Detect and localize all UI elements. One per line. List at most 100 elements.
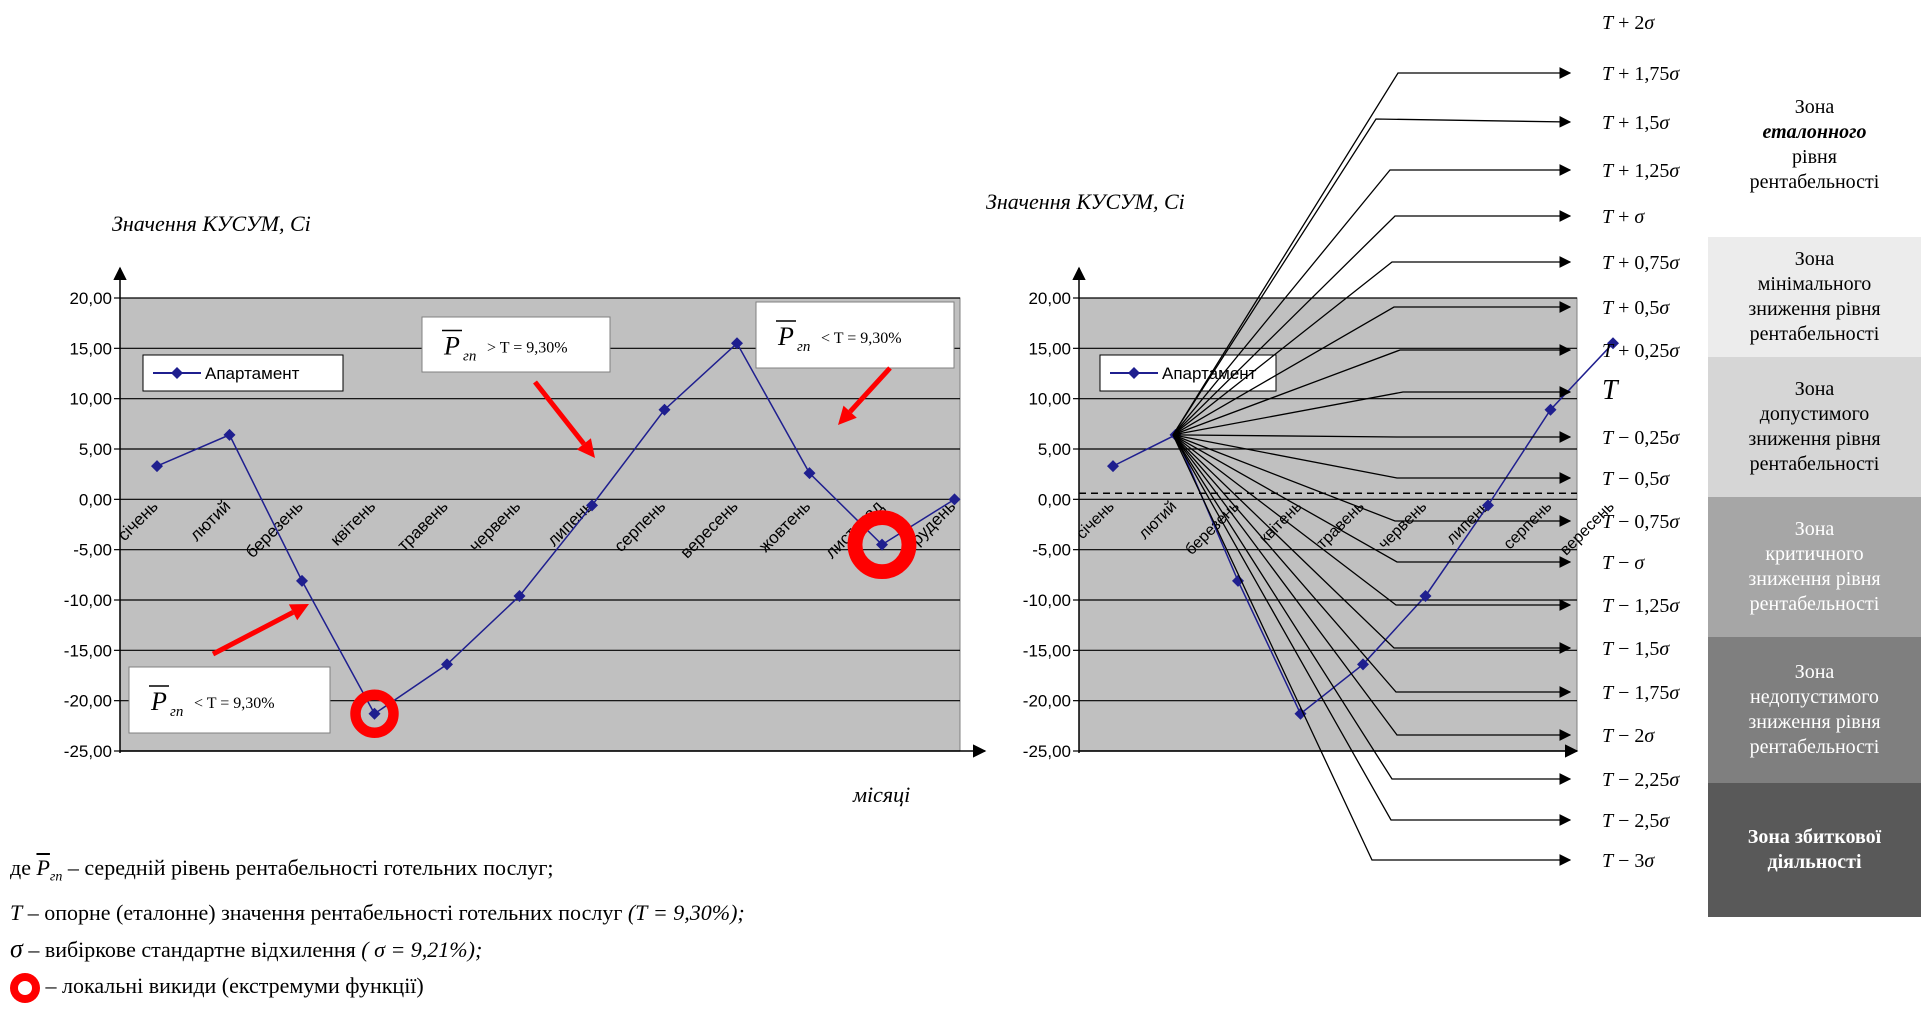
annotation-box [755,301,955,369]
data-point [1544,403,1557,416]
zone-text-line: рентабельності [1749,593,1880,615]
y-tick-label: 20,00 [1028,289,1071,308]
annotation-arrowhead [576,438,595,458]
chart-legend: Апартамент [142,354,344,392]
threshold-level: T − 0,75σ [1172,434,1680,533]
legend-swatch-marker [171,367,183,379]
threshold-arrow [1172,301,1572,436]
legend-mean-text: – середній рівень рентабельності готельн… [67,855,554,880]
annotation-box [128,666,331,734]
zone-text-line: зниження рівня [1748,711,1881,733]
y-tick-label: -25,00 [64,742,112,761]
data-point [876,538,888,551]
threshold-arrow [1172,431,1572,443]
zone-text-line: недопустимого [1750,686,1879,708]
y-axis-label: Значення КУСУМ, Сі [986,189,1185,214]
annotation-text: < T = 9,30% [194,695,275,712]
threshold-level: T + 1,25σ [1172,160,1680,436]
y-tick-label: 15,00 [1028,339,1071,358]
legend-line-target: T – опорне (еталонне) значення рентабель… [10,895,745,931]
threshold-arrow [1172,256,1572,436]
annotation-arrowhead [288,604,309,621]
threshold-arrow [1172,210,1572,436]
y-tick-label: 5,00 [1038,440,1071,459]
legend-symbol-t: T [10,900,23,926]
y-tick-label: -20,00 [64,692,112,711]
threshold-arrow [1172,434,1572,527]
threshold-arrow [1172,344,1572,436]
annotation-symbol: P [443,332,460,361]
chart-left: 20,00 15,00 10,00 5,00 0,00 -5,00 -10,00 -15,00… [64,211,987,807]
threshold-arrow [1172,434,1572,698]
zone-text-line: Зона збиткової [1747,826,1882,848]
threshold-arrow [1172,434,1572,785]
zone-text-line: Зона [1794,95,1835,118]
threshold-arrow [1172,115,1572,436]
annotation-arrow [533,380,586,446]
threshold-arrow [1172,434,1572,654]
threshold-label: T − 1,75σ [1602,682,1680,704]
threshold-label: T − 0,25σ [1602,427,1680,449]
zone-text-line: рівня [1792,145,1837,168]
threshold-level: T − σ [1172,434,1645,574]
data-point [151,460,163,473]
threshold-label: T + 1,75σ [1602,63,1680,85]
legend-symbol-sigma: σ [10,934,23,964]
zone-text-line: мінімального [1757,273,1872,295]
threshold-arrow [1172,434,1572,611]
threshold-level: T − 1,5σ [1172,434,1670,660]
data-point [1107,460,1119,473]
threshold-level: T − 0,25σ [1172,427,1680,449]
threshold-level: T + 0,25σ [1172,340,1680,436]
threshold-level: T + 1,5σ [1172,112,1670,436]
threshold-label: T − 2,25σ [1602,769,1680,791]
zone-text-line: рентабельності [1749,323,1880,345]
y-tick-label: 0,00 [1038,490,1071,509]
annotation-arrow [211,610,295,657]
zone-5: Зона недопустимого зниження рівня рентабель… [1708,637,1921,783]
zone-text-line: Зона [1794,661,1835,683]
threshold-level: T − 0,5σ [1172,434,1670,490]
threshold-label: T + 0,75σ [1602,252,1680,274]
y-tick-label: -5,00 [1032,541,1071,560]
threshold-label: T − 1,5σ [1602,638,1670,660]
zone-text-line: зниження рівня [1748,568,1881,590]
annotation-arrow [848,366,892,414]
data-point [1232,574,1244,587]
threshold-level: T + 1,75σ [1172,63,1680,436]
threshold-level: T − 3σ [1172,434,1655,872]
data-point [586,499,598,512]
data-point [1357,658,1369,671]
threshold-level: T − 2,25σ [1172,434,1680,791]
zone-text-line: допустимого [1759,403,1870,425]
zone-text-line: рентабельності [1749,453,1880,475]
y-tick-label: -15,00 [1023,641,1071,660]
annotation-symbol: P [777,322,794,351]
x-axis-label: місяці [852,782,910,807]
data-point [803,467,816,480]
threshold-level: T + 0,75σ [1172,252,1680,436]
threshold-label: T + σ [1602,206,1645,228]
threshold-label: T − 0,75σ [1602,511,1680,533]
y-tick-label: 20,00 [69,289,112,308]
threshold-arrow [1172,434,1572,741]
threshold-label: T [1602,375,1620,406]
legend-sigma-text: – вибіркове стандартне відхилення [28,937,356,963]
threshold-level: T − 1,25σ [1172,434,1680,617]
legend-label: Апартамент [1162,364,1257,383]
data-point [1607,337,1619,350]
data-point [441,658,453,671]
zone-text-line: Зона [1794,378,1835,400]
extremum-ring [350,689,399,738]
threshold-level: T − 2σ [1172,434,1655,747]
threshold-arrow [1172,164,1572,436]
data-point [731,337,743,350]
zone-text-line: зниження рівня [1748,298,1881,320]
legend-symbol-p: P [36,855,50,880]
threshold-label: T + 0,25σ [1602,340,1680,362]
y-tick-label: -5,00 [73,541,112,560]
threshold-arrow [1172,386,1572,436]
data-point [513,589,526,602]
